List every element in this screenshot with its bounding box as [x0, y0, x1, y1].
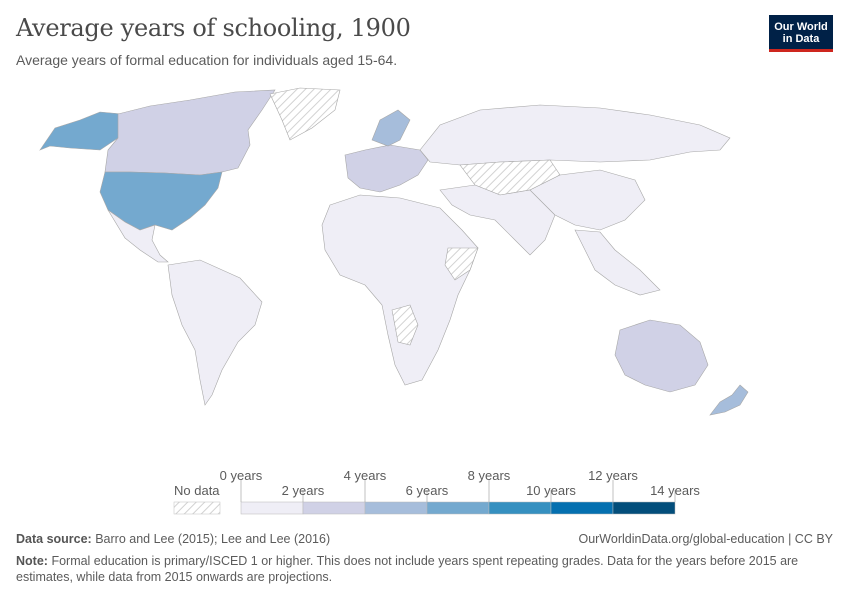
legend-nodata-swatch — [173, 501, 221, 515]
region-horn-africa[interactable] — [444, 247, 479, 281]
legend-nodata-label: No data — [174, 483, 220, 498]
legend-bin-3[interactable] — [426, 501, 490, 515]
region-russia[interactable] — [419, 104, 731, 166]
region-greenland[interactable] — [269, 87, 341, 141]
region-se-asia[interactable] — [574, 229, 661, 296]
legend-bin-6[interactable] — [612, 501, 676, 515]
world-map[interactable] — [0, 80, 850, 455]
region-south-america[interactable] — [167, 259, 263, 406]
legend-tick-label-5: 10 years — [526, 483, 576, 498]
legend-bin-1[interactable] — [302, 501, 366, 515]
owid-logo[interactable]: Our World in Data — [769, 15, 833, 52]
note-text: Formal education is primary/ISCED 1 or h… — [16, 554, 799, 584]
legend-tick-label-6: 12 years — [588, 468, 638, 483]
region-east-asia[interactable] — [529, 169, 646, 231]
chart-title: Average years of schooling, 1900 — [16, 14, 411, 42]
legend-bin-4[interactable] — [488, 501, 552, 515]
data-source: Data source: Barro and Lee (2015); Lee a… — [16, 532, 330, 546]
region-alaska[interactable] — [39, 111, 123, 151]
legend-bin-0[interactable] — [240, 501, 304, 515]
legend-tick-label-3: 6 years — [406, 483, 449, 498]
region-south-asia[interactable] — [439, 184, 556, 256]
data-source-label: Data source: — [16, 532, 92, 546]
chart-note: Note: Formal education is primary/ISCED … — [16, 553, 831, 585]
owid-url[interactable]: OurWorldinData.org/global-education | CC… — [578, 532, 833, 546]
region-southern-africa[interactable] — [391, 304, 419, 346]
region-scandinavia[interactable] — [371, 109, 411, 147]
map-legend: No data 0 years 2 years 4 years 6 years 8 ye… — [173, 468, 700, 515]
legend-tick-label-2: 4 years — [344, 468, 387, 483]
region-mexico[interactable] — [107, 209, 169, 263]
note-label: Note: — [16, 554, 48, 568]
legend-bin-5[interactable] — [550, 501, 614, 515]
region-canada[interactable] — [104, 89, 276, 176]
chart-subtitle: Average years of formal education for in… — [16, 52, 398, 68]
legend-bin-2[interactable] — [364, 501, 428, 515]
legend-tick-label-1: 2 years — [282, 483, 325, 498]
legend-tick-label-4: 8 years — [468, 468, 511, 483]
region-europe[interactable] — [344, 144, 429, 193]
region-australia[interactable] — [614, 319, 709, 393]
logo-line-2: in Data — [782, 33, 820, 45]
region-new-zealand[interactable] — [709, 384, 749, 416]
logo-line-1: Our World — [774, 21, 828, 33]
legend-tick-label-7: 14 years — [650, 483, 700, 498]
legend-tick-label-0: 0 years — [220, 468, 263, 483]
region-africa[interactable] — [321, 194, 479, 386]
data-source-text[interactable]: Barro and Lee (2015); Lee and Lee (2016) — [95, 532, 331, 546]
